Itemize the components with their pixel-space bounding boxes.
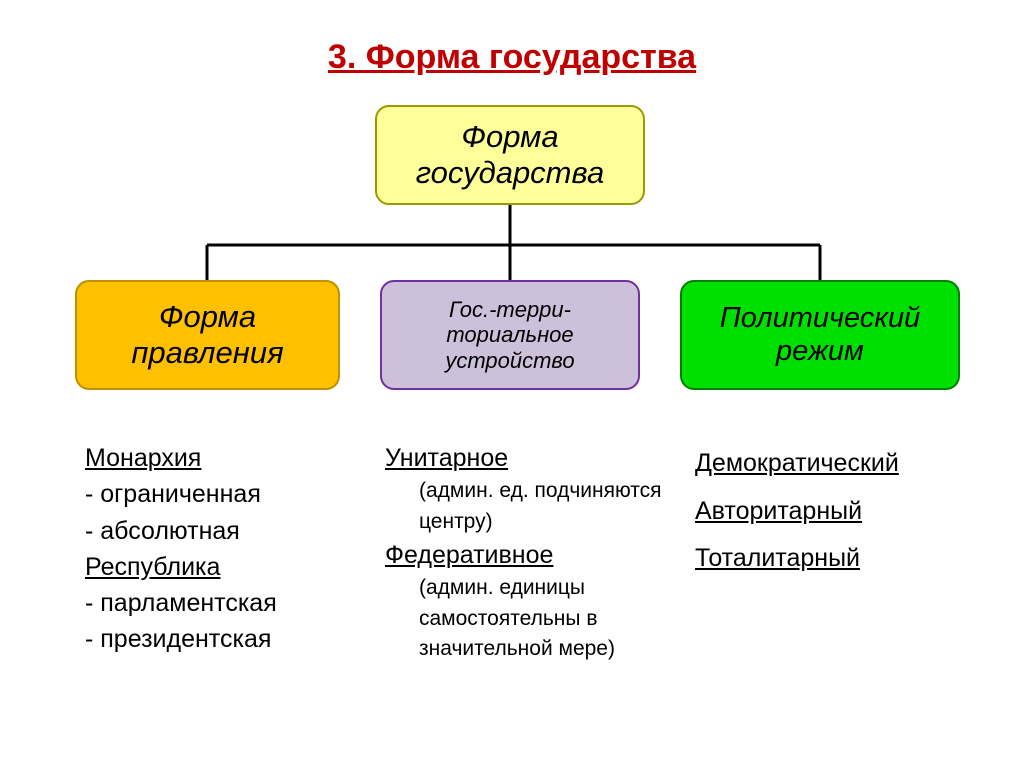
list-item: - президентская <box>85 621 365 657</box>
column-1: Монархия- ограниченная- абсолютнаяРеспуб… <box>85 440 365 665</box>
list-item: - парламентская <box>85 585 365 621</box>
list-item: Тоталитарный <box>695 535 955 583</box>
node-child-3: Политическийрежим <box>680 280 960 390</box>
list-item: - ограниченная <box>85 476 365 512</box>
list-item: Унитарное <box>385 440 675 476</box>
list-item: - абсолютная <box>85 513 365 549</box>
node-child-3-label: Политическийрежим <box>720 302 921 369</box>
node-root-label: Формагосударства <box>416 119 605 190</box>
list-item: Авторитарный <box>695 488 955 536</box>
column-2: Унитарное(админ. ед. подчиняются центру)… <box>385 440 675 665</box>
column-3: ДемократическийАвторитарныйТоталитарный <box>695 440 955 665</box>
list-item: (админ. единицы самостоятельны в значите… <box>385 573 675 664</box>
list-item: Демократический <box>695 440 955 488</box>
node-child-2: Гос.-терри-ториальноеустройство <box>380 280 640 390</box>
node-root: Формагосударства <box>375 105 645 205</box>
detail-columns: Монархия- ограниченная- абсолютнаяРеспуб… <box>0 440 1024 665</box>
list-item: Республика <box>85 549 365 585</box>
node-child-1: Формаправления <box>75 280 340 390</box>
node-child-1-label: Формаправления <box>131 299 283 370</box>
list-item: Монархия <box>85 440 365 476</box>
list-item: Федеративное <box>385 537 675 573</box>
list-item: (админ. ед. подчиняются центру) <box>385 476 675 537</box>
tree-diagram: Формагосударства Формаправления Гос.-тер… <box>0 105 1024 445</box>
node-child-2-label: Гос.-терри-ториальноеустройство <box>445 297 574 373</box>
page-title: 3. Форма государства <box>0 0 1024 77</box>
